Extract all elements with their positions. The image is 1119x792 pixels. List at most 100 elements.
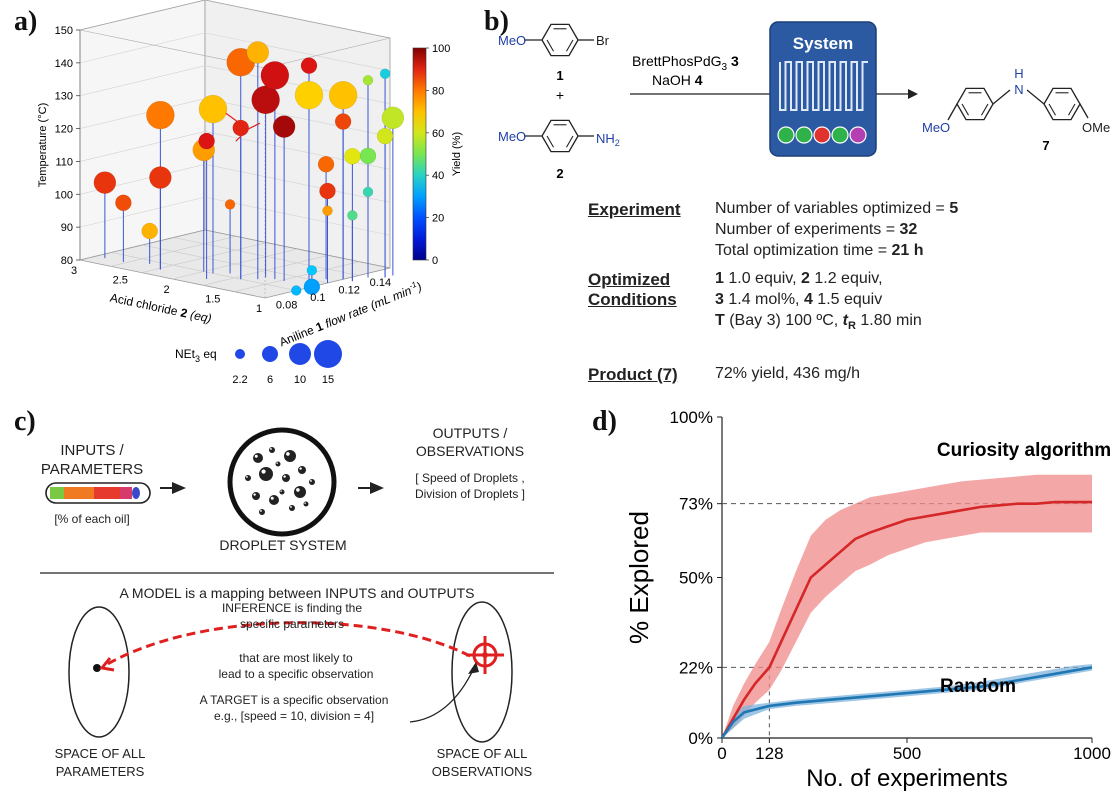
floor-grid [142, 244, 328, 284]
data-point [141, 222, 158, 240]
observation-space [451, 601, 513, 743]
data-point [381, 106, 405, 130]
z-tick-label: 130 [55, 91, 73, 103]
panel-b: b) MeO Br 1 + MeO NH2 2 BrettPhosPdG3 3 NaOH 4 Sy… [470, 0, 1119, 395]
likely-text: lead to a specific observation [219, 667, 374, 681]
droplet-highlight [299, 467, 302, 470]
likely-text: that are most likely to [239, 651, 353, 665]
droplet-highlight [270, 448, 272, 450]
data-point [303, 278, 321, 295]
z-tick-label: 100 [55, 189, 73, 201]
data-point [294, 80, 324, 110]
compound-number: 2 [556, 166, 563, 181]
droplet [275, 461, 281, 467]
y-tick-label: 100% [670, 408, 713, 427]
y-axis-label: % Explored [624, 511, 654, 644]
table-text: 4 [803, 291, 813, 308]
colorbar-tick-label: 20 [432, 213, 444, 225]
colorbar-tick-label: 80 [432, 85, 444, 97]
table-line: 1 1.0 equiv, 2 1.2 equiv, [715, 270, 883, 288]
compound-number: 7 [1042, 138, 1049, 153]
droplet [303, 501, 309, 507]
droplet-highlight [304, 502, 306, 504]
data-point [224, 199, 236, 210]
target-pointer [409, 667, 475, 723]
panel-a: a) 80 90 100 110 120 130 140 150 Temperature (°C… [0, 0, 470, 395]
droplet [269, 447, 275, 453]
data-point [306, 265, 318, 276]
colorbar-label: Yield (%) [451, 132, 463, 176]
data-point [376, 127, 394, 145]
wall-grid [79, 131, 206, 162]
droplet-system-label: DROPLET SYSTEM [219, 537, 346, 553]
status-dot [795, 126, 813, 144]
data-point [146, 100, 175, 130]
series-label-random: Random [940, 676, 1016, 697]
droplet [289, 505, 295, 511]
y-tick-label: 2.5 [113, 275, 128, 287]
optimum-marker [225, 112, 261, 142]
status-dot [777, 126, 795, 144]
reagent-base: NaOH 4 [652, 72, 703, 88]
droplet-highlight [246, 476, 248, 478]
panel-d-label: d) [592, 406, 617, 437]
data-point [115, 194, 132, 212]
y-tick-label: 3 [71, 265, 77, 277]
data-point [93, 171, 117, 194]
droplet [259, 467, 273, 481]
droplet [252, 492, 260, 500]
droplet-highlight [280, 490, 282, 492]
double-bond [961, 103, 969, 116]
data-point [291, 285, 302, 296]
droplet-highlight [276, 462, 278, 464]
h-label: H [1014, 66, 1023, 81]
double-bond [566, 135, 574, 148]
panel-b-label: b) [484, 6, 509, 37]
x-tick-label: 0.1 [310, 292, 325, 304]
x-tick-label: 0.12 [338, 284, 359, 296]
outputs-note: Division of Droplets ] [415, 487, 525, 501]
series-line [720, 500, 1092, 739]
outputs-note: [ Speed of Droplets , [415, 471, 524, 485]
x-tick-label: 128 [755, 744, 783, 763]
data-point [347, 210, 358, 221]
y-tick-label: 2 [163, 284, 169, 296]
wall-grid [204, 163, 391, 203]
space-params-label: PARAMETERS [56, 764, 145, 779]
y-tick-label: 73% [679, 495, 713, 514]
reagent-catalyst: BrettPhosPdG3 3 [632, 53, 739, 73]
size-legend-bubble [262, 346, 278, 362]
space-obs-label: SPACE OF ALL [437, 746, 528, 761]
table-text: 5 [949, 200, 959, 217]
system-label: System [793, 34, 853, 53]
wall-grid [79, 32, 206, 64]
pointer-head [468, 662, 479, 674]
data-point [322, 205, 333, 216]
panel-c-label: c) [14, 406, 36, 437]
data-point [272, 115, 296, 138]
droplet-highlight [253, 493, 256, 496]
plus-sign: + [556, 87, 564, 103]
double-bond [546, 39, 554, 52]
table-line: Total optimization time = 21 h [715, 242, 924, 260]
parameter-point [93, 664, 101, 672]
status-dot [849, 126, 867, 144]
colorbar-tick-label: 40 [432, 170, 444, 182]
br-label: Br [596, 33, 610, 48]
table-text: 1.5 equiv [812, 291, 883, 308]
table-text: 3 [715, 291, 724, 308]
droplet [282, 474, 290, 482]
size-legend-value: 15 [322, 374, 334, 386]
droplet-dish [227, 427, 337, 537]
droplet [269, 495, 279, 505]
droplet-highlight [261, 469, 266, 474]
table-text: 1.0 equiv, [723, 270, 801, 287]
table-text: 32 [899, 221, 918, 238]
panel-d: d) 0% 22% 50% 73% 100% 0 128 500 1000 No. of expe… [580, 400, 1119, 792]
colorbar [412, 47, 427, 261]
wall-grid [204, 98, 391, 137]
inference-text: INFERENCE is finding the [222, 601, 362, 615]
top-frame [79, 0, 391, 69]
